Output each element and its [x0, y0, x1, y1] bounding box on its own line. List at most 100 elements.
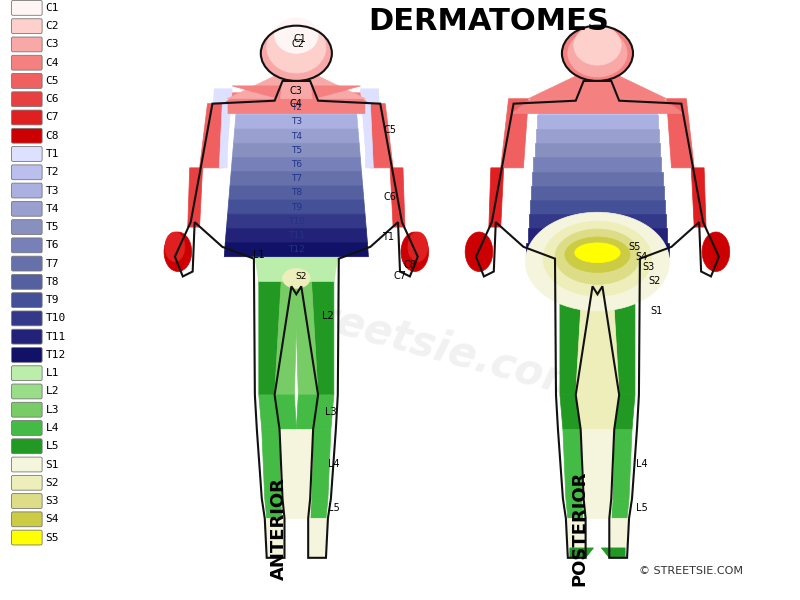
- Polygon shape: [530, 200, 665, 214]
- Text: T6: T6: [46, 241, 59, 250]
- Text: L5: L5: [46, 441, 59, 451]
- Text: L2: L2: [322, 311, 334, 321]
- Ellipse shape: [266, 22, 326, 73]
- FancyBboxPatch shape: [11, 439, 42, 454]
- Polygon shape: [311, 430, 331, 499]
- Text: C5: C5: [384, 125, 397, 136]
- Text: S3: S3: [46, 496, 59, 506]
- Polygon shape: [602, 548, 625, 558]
- Text: T9: T9: [290, 203, 302, 212]
- FancyBboxPatch shape: [11, 74, 42, 88]
- Text: C2: C2: [46, 21, 59, 31]
- Text: T11: T11: [46, 332, 66, 341]
- Text: C3: C3: [46, 40, 59, 49]
- Text: C6: C6: [46, 94, 59, 104]
- Text: L4: L4: [46, 423, 59, 433]
- Polygon shape: [259, 395, 279, 430]
- Polygon shape: [534, 157, 662, 172]
- FancyBboxPatch shape: [11, 494, 42, 508]
- Polygon shape: [532, 172, 662, 186]
- Polygon shape: [361, 89, 382, 150]
- Text: T3: T3: [46, 185, 59, 196]
- FancyBboxPatch shape: [11, 55, 42, 70]
- Text: T12: T12: [288, 245, 305, 254]
- Polygon shape: [538, 101, 657, 115]
- Polygon shape: [282, 499, 311, 518]
- Text: L3: L3: [325, 407, 337, 417]
- Text: © STREETSIE.COM: © STREETSIE.COM: [639, 566, 743, 575]
- Text: L3: L3: [46, 405, 59, 415]
- Text: C1: C1: [294, 34, 306, 44]
- Text: T9: T9: [46, 295, 59, 305]
- Text: C2: C2: [292, 40, 305, 49]
- Polygon shape: [296, 395, 318, 430]
- Polygon shape: [224, 242, 369, 257]
- Text: C4: C4: [290, 98, 302, 109]
- Polygon shape: [228, 200, 365, 214]
- Text: C3: C3: [290, 86, 302, 96]
- Text: T5: T5: [290, 146, 302, 155]
- Ellipse shape: [282, 269, 310, 288]
- Polygon shape: [566, 518, 586, 558]
- Polygon shape: [226, 214, 366, 229]
- Polygon shape: [537, 115, 658, 129]
- Polygon shape: [560, 259, 584, 395]
- Text: T7: T7: [290, 174, 302, 183]
- Polygon shape: [265, 518, 285, 558]
- FancyBboxPatch shape: [11, 183, 42, 198]
- Polygon shape: [210, 89, 232, 150]
- Text: T7: T7: [46, 259, 59, 269]
- Text: S2: S2: [46, 478, 59, 488]
- FancyBboxPatch shape: [11, 92, 42, 107]
- Polygon shape: [230, 172, 362, 186]
- FancyBboxPatch shape: [11, 128, 42, 143]
- FancyBboxPatch shape: [11, 384, 42, 399]
- Text: C7: C7: [46, 112, 59, 122]
- Polygon shape: [489, 168, 504, 227]
- Text: L5: L5: [328, 503, 340, 514]
- Polygon shape: [612, 430, 632, 499]
- Polygon shape: [526, 242, 669, 257]
- Polygon shape: [563, 430, 582, 499]
- Ellipse shape: [401, 232, 429, 271]
- Text: L1: L1: [46, 368, 59, 378]
- Text: DERMATOMES: DERMATOMES: [369, 7, 610, 36]
- Polygon shape: [576, 395, 619, 430]
- Text: C5: C5: [46, 76, 59, 86]
- Polygon shape: [611, 259, 635, 395]
- FancyBboxPatch shape: [11, 512, 42, 527]
- Text: T11: T11: [288, 231, 305, 240]
- Polygon shape: [566, 499, 584, 518]
- Text: S5: S5: [46, 533, 59, 542]
- Ellipse shape: [574, 243, 620, 263]
- FancyBboxPatch shape: [11, 220, 42, 235]
- Polygon shape: [313, 395, 334, 430]
- Polygon shape: [534, 143, 660, 157]
- Polygon shape: [294, 259, 318, 395]
- Ellipse shape: [465, 232, 493, 271]
- Polygon shape: [274, 395, 296, 430]
- Polygon shape: [691, 168, 706, 227]
- FancyBboxPatch shape: [11, 530, 42, 545]
- Polygon shape: [265, 499, 282, 518]
- Text: S5: S5: [629, 242, 641, 252]
- Polygon shape: [236, 101, 357, 115]
- Polygon shape: [560, 395, 581, 430]
- Ellipse shape: [165, 232, 185, 262]
- FancyBboxPatch shape: [11, 311, 42, 326]
- FancyBboxPatch shape: [11, 1, 42, 16]
- Text: L5: L5: [636, 503, 648, 514]
- Text: T10: T10: [288, 217, 305, 226]
- Polygon shape: [262, 430, 282, 499]
- Polygon shape: [610, 518, 629, 558]
- FancyBboxPatch shape: [11, 37, 42, 52]
- Text: streetsie.com: streetsie.com: [269, 284, 590, 407]
- Polygon shape: [582, 81, 614, 99]
- FancyBboxPatch shape: [11, 457, 42, 472]
- Ellipse shape: [702, 232, 730, 271]
- Text: T4: T4: [46, 204, 59, 214]
- Polygon shape: [501, 99, 528, 168]
- FancyBboxPatch shape: [11, 329, 42, 344]
- Polygon shape: [279, 430, 296, 499]
- FancyBboxPatch shape: [11, 274, 42, 289]
